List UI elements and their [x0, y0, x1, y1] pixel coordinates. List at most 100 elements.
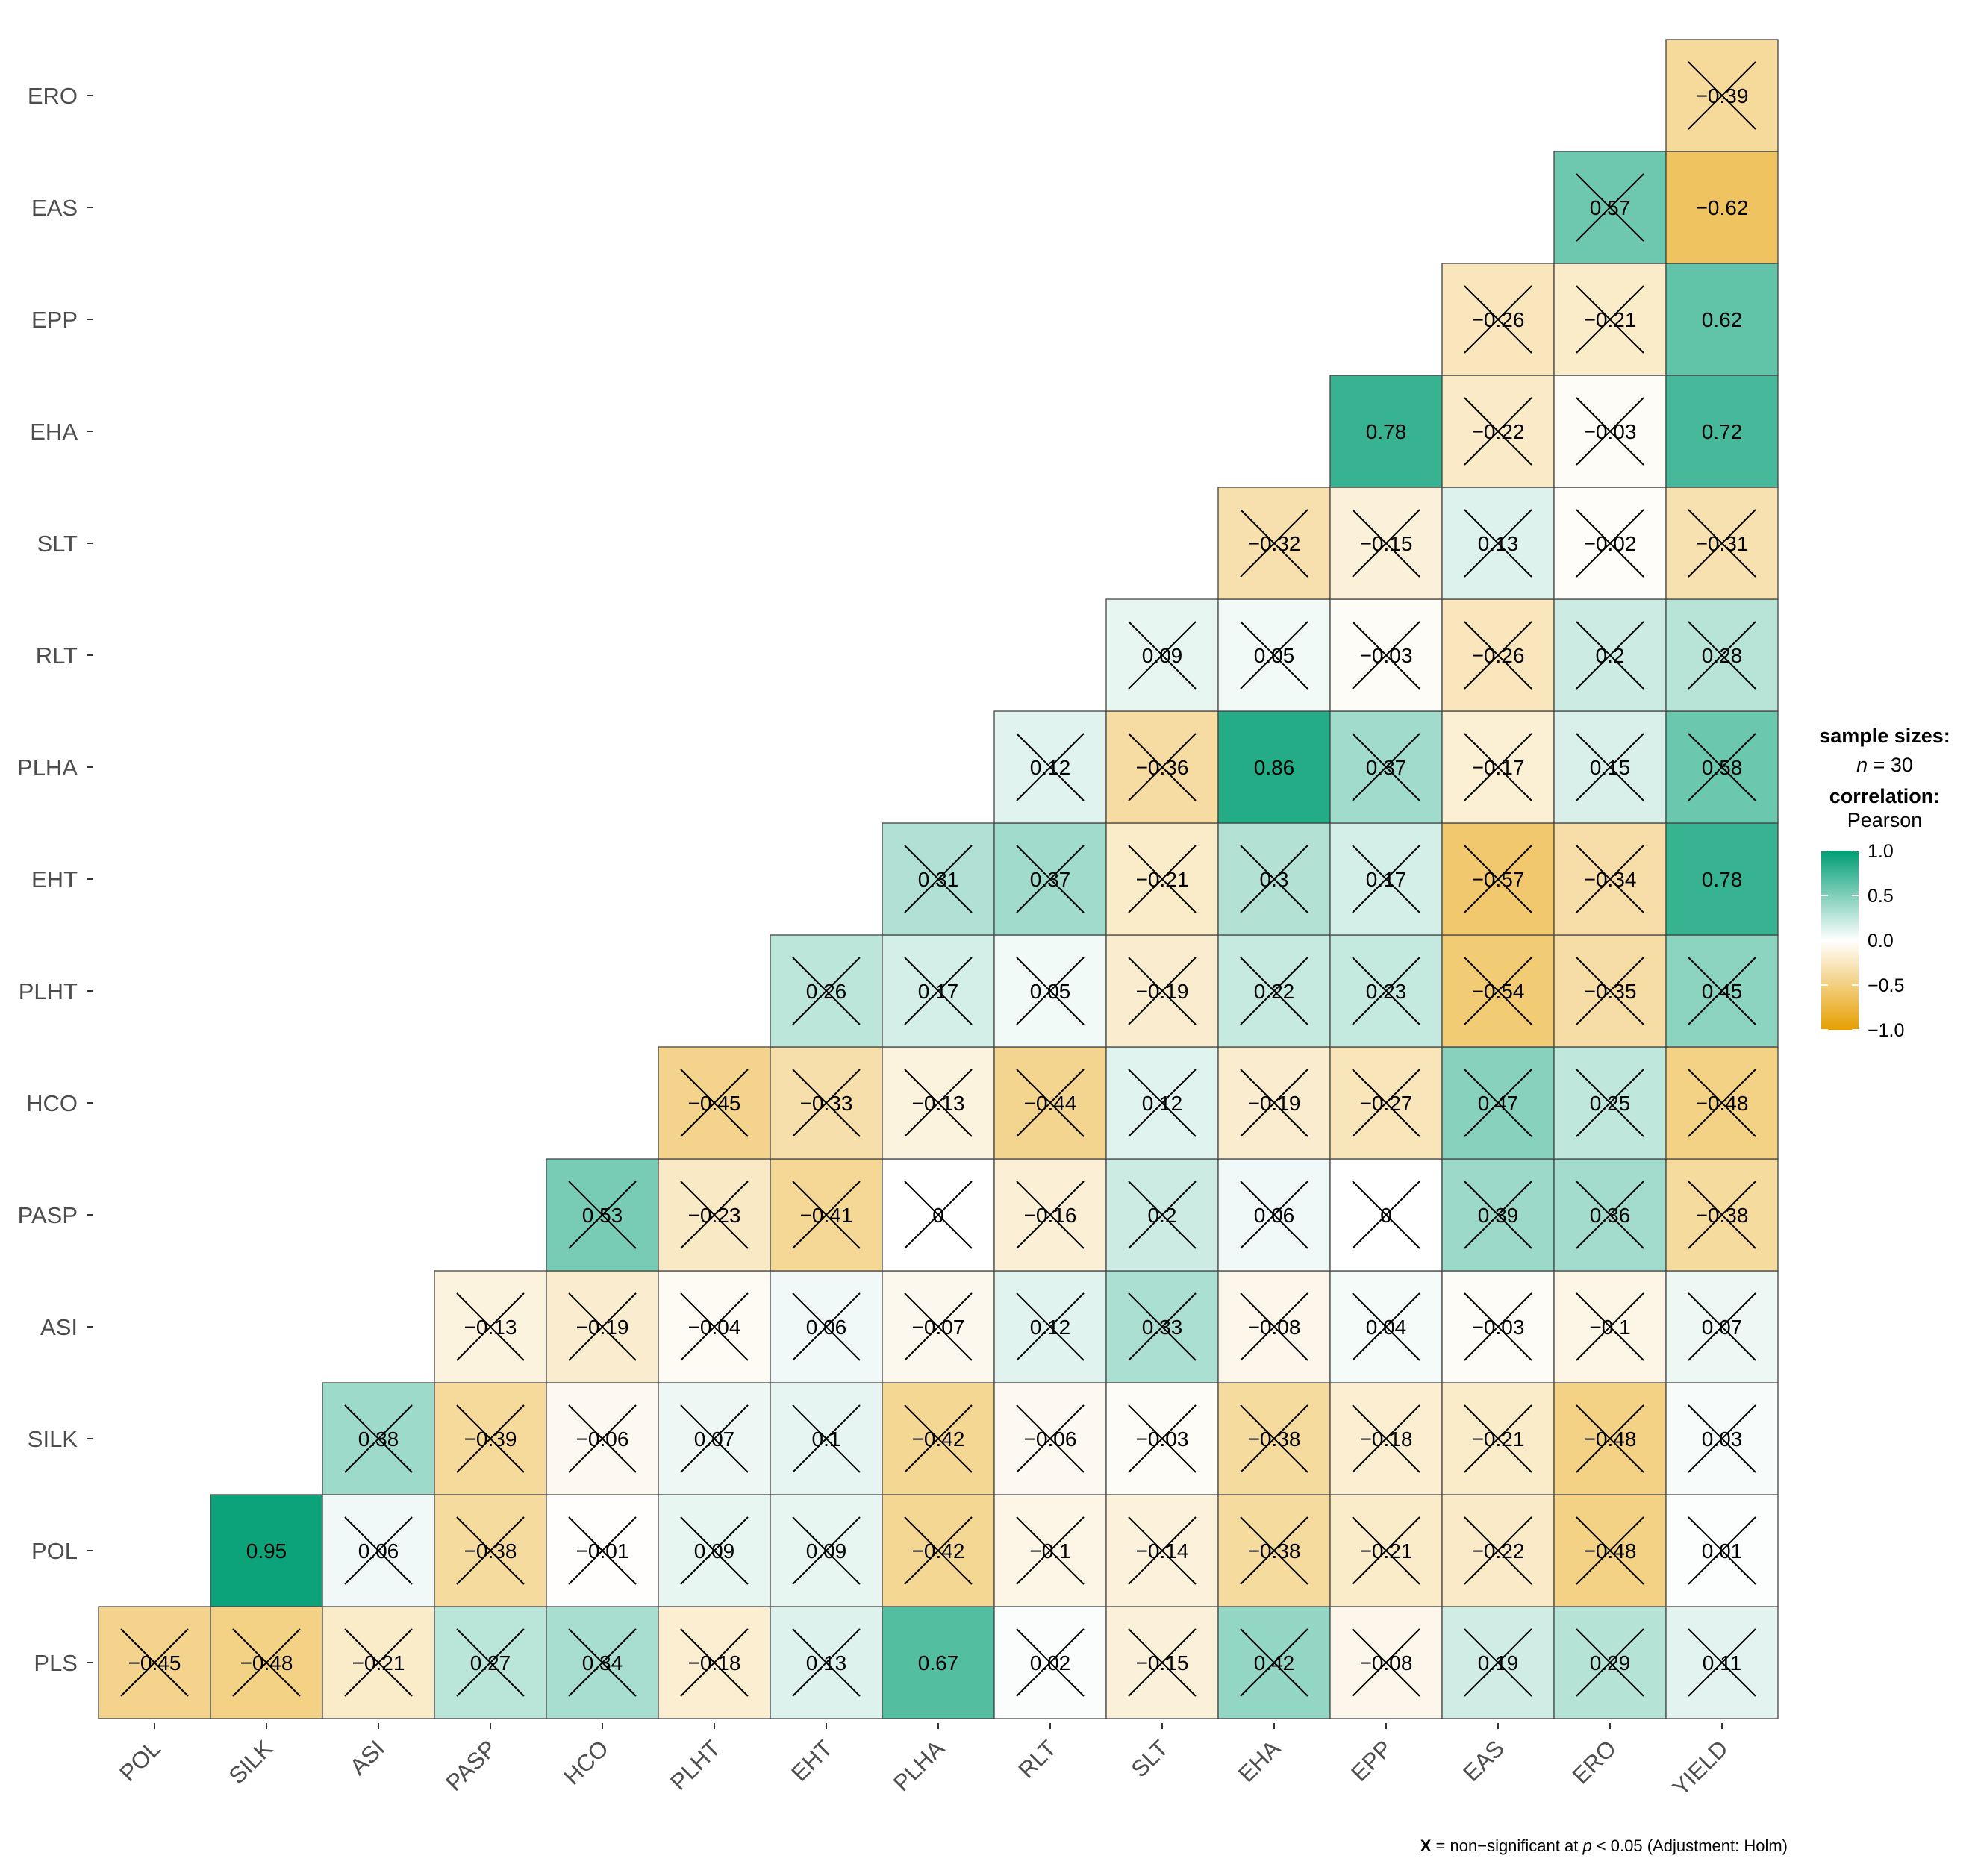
x-tick-label-pol: POL: [114, 1735, 166, 1786]
cell-pol-yield: 0.01: [1665, 1494, 1779, 1607]
non-significant-cross: [1688, 621, 1756, 690]
non-significant-cross: [680, 1069, 749, 1137]
y-tick-label-pls: PLS: [34, 1650, 78, 1676]
cell-hco-eas: 0.47: [1441, 1046, 1555, 1160]
non-significant-cross: [1128, 621, 1197, 690]
non-significant-cross: [1240, 1069, 1308, 1137]
y-tick-label-slt: SLT: [37, 531, 78, 557]
non-significant-cross: [1016, 1628, 1085, 1697]
non-significant-cross: [792, 957, 861, 1025]
non-significant-cross: [568, 1404, 637, 1473]
cell-asi-plht: −0.04: [658, 1270, 771, 1383]
y-tick-label-pol: POL: [31, 1538, 78, 1564]
non-significant-cross: [1240, 1404, 1308, 1473]
cell-silk-ero: −0.48: [1553, 1382, 1667, 1495]
cell-hco-yield: −0.48: [1665, 1046, 1779, 1160]
non-significant-cross: [1464, 733, 1532, 801]
non-significant-cross: [904, 1516, 973, 1585]
cell-pasp-eha: 0.06: [1217, 1158, 1331, 1272]
legend-sample-size: n = 30: [1856, 754, 1913, 776]
cell-pol-eha: −0.38: [1217, 1494, 1331, 1607]
non-significant-cross: [1464, 1181, 1532, 1249]
non-significant-cross: [1688, 1069, 1756, 1137]
y-tick-label-hco: HCO: [26, 1090, 78, 1116]
cell-fill: [1665, 598, 1779, 712]
cell-pls-slt: −0.15: [1105, 1606, 1219, 1719]
legend-tick-label: −0.5: [1868, 975, 1904, 996]
non-significant-cross: [1352, 733, 1420, 801]
non-significant-cross: [1016, 1069, 1085, 1137]
legend-n-value: = 30: [1868, 754, 1913, 776]
x-tick-label-slt: SLT: [1126, 1735, 1173, 1782]
legend-tick-label: 1.0: [1868, 841, 1894, 862]
non-significant-cross: [344, 1628, 413, 1697]
y-tick-label-plht: PLHT: [19, 978, 78, 1004]
non-significant-cross: [1352, 1292, 1420, 1361]
non-significant-cross: [904, 1181, 973, 1249]
cell-hco-slt: 0.12: [1105, 1046, 1219, 1160]
non-significant-cross: [1576, 621, 1644, 690]
cell-eha-yield: 0.72: [1665, 375, 1779, 488]
cell-value-label: 0.95: [246, 1539, 287, 1563]
non-significant-cross: [1688, 1516, 1756, 1585]
legend-corr-method: Pearson: [1847, 809, 1923, 831]
cell-pol-asi: 0.06: [322, 1494, 435, 1607]
non-significant-cross: [1576, 845, 1644, 913]
non-significant-cross: [1576, 1628, 1644, 1697]
cell-pol-eas: −0.22: [1441, 1494, 1555, 1607]
non-significant-cross: [1240, 845, 1308, 913]
cell-fill: [1665, 263, 1779, 376]
cell-eht-epp: 0.17: [1329, 822, 1443, 936]
cell-asi-eha: −0.08: [1217, 1270, 1331, 1383]
non-significant-cross: [1464, 509, 1532, 578]
cell-plht-ero: −0.35: [1553, 934, 1667, 1048]
non-significant-cross: [1688, 1404, 1756, 1473]
non-significant-cross: [680, 1404, 749, 1473]
non-significant-cross: [568, 1516, 637, 1585]
cell-eht-yield: 0.78: [1665, 822, 1779, 936]
cell-silk-asi: 0.38: [322, 1382, 435, 1495]
non-significant-cross: [792, 1292, 861, 1361]
non-significant-cross: [1464, 1516, 1532, 1585]
cell-eha-epp: 0.78: [1329, 375, 1443, 488]
non-significant-cross: [1352, 1628, 1420, 1697]
non-significant-cross: [1576, 1181, 1644, 1249]
x-tick-label-asi: ASI: [345, 1735, 390, 1780]
non-significant-cross: [904, 1292, 973, 1361]
legend-tick-label: 0.0: [1868, 931, 1894, 951]
cell-asi-plha: −0.07: [882, 1270, 995, 1383]
cell-fill: [1665, 151, 1779, 264]
non-significant-cross: [456, 1628, 525, 1697]
y-tick-label-rlt: RLT: [36, 642, 78, 669]
cell-asi-eht: 0.06: [770, 1270, 883, 1383]
heatmap-cells: −0.45−0.48−0.210.270.34−0.180.130.670.02…: [98, 39, 1779, 1719]
non-significant-cross: [1464, 397, 1532, 466]
cell-fill: [1553, 1606, 1667, 1719]
cell-silk-hco: −0.06: [546, 1382, 659, 1495]
cell-hco-ero: 0.25: [1553, 1046, 1667, 1160]
x-tick-label-rlt: RLT: [1013, 1735, 1061, 1783]
cell-silk-epp: −0.18: [1329, 1382, 1443, 1495]
non-significant-cross: [792, 1516, 861, 1585]
non-significant-cross: [1128, 1181, 1197, 1249]
cell-slt-ero: −0.02: [1553, 487, 1667, 600]
cell-fill: [1329, 375, 1443, 488]
cell-value-label: 0.86: [1254, 756, 1295, 779]
cell-plht-rlt: 0.05: [993, 934, 1107, 1048]
cell-hco-eht: −0.33: [770, 1046, 883, 1160]
cell-fill: [882, 1382, 995, 1495]
non-significant-cross: [1240, 1292, 1308, 1361]
caption-text-2: < 0.05 (Adjustment: Holm): [1592, 1836, 1788, 1855]
cell-plht-slt: −0.19: [1105, 934, 1219, 1048]
cell-pls-epp: −0.08: [1329, 1606, 1443, 1719]
cell-value-label: −0.62: [1696, 196, 1749, 219]
non-significant-cross: [1576, 173, 1644, 242]
non-significant-cross: [1464, 957, 1532, 1025]
cell-asi-rlt: 0.12: [993, 1270, 1107, 1383]
cell-eht-eas: −0.57: [1441, 822, 1555, 936]
x-tick-label-yield: YIELD: [1667, 1735, 1733, 1801]
cell-slt-epp: −0.15: [1329, 487, 1443, 600]
cell-silk-eha: −0.38: [1217, 1382, 1331, 1495]
caption-x-mark: X: [1420, 1836, 1432, 1855]
cell-slt-eha: −0.32: [1217, 487, 1331, 600]
